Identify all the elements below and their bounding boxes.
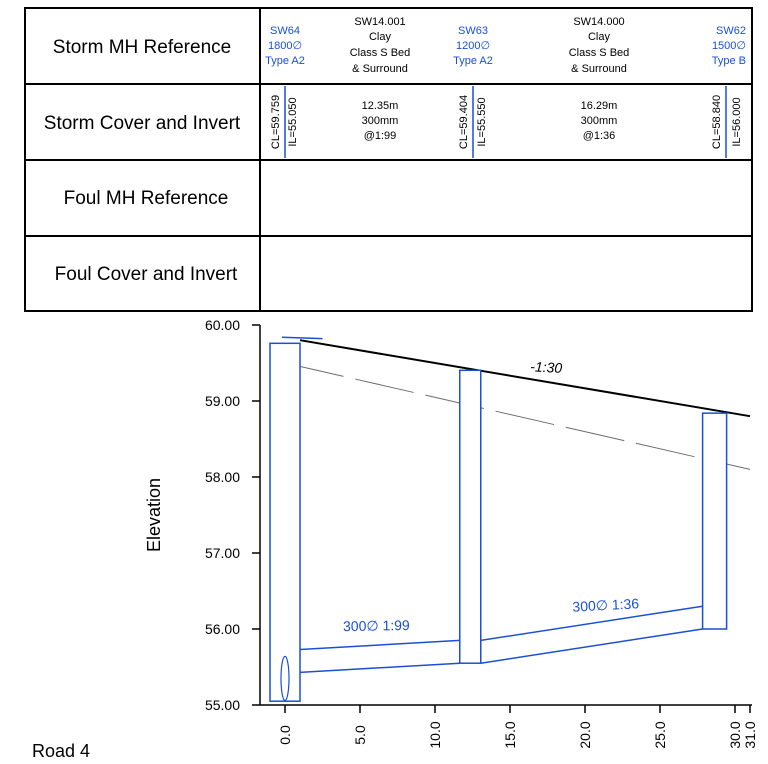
profile-marks [269, 336, 751, 702]
pipe-invert-line [299, 662, 460, 674]
pipe-ref-line: & Surround [571, 63, 627, 75]
row-label-storm-mh: Storm MH Reference [53, 37, 231, 58]
manhole-sw64 [269, 342, 301, 702]
manhole-sw63 [459, 369, 482, 664]
mh-ref-line: 1800∅ [268, 40, 302, 52]
pipe-label-sw14-000: 300∅ 1:36 [572, 595, 640, 614]
row-label-storm-cover: Storm Cover and Invert [44, 113, 241, 134]
y-tick-label: 55.00 [205, 697, 240, 713]
x-tick-label: 30.0 [727, 721, 743, 748]
pipe-detail-line: 300mm [581, 115, 618, 127]
pipe-soffit-line [480, 605, 703, 642]
pipe-ref-sw14-000: SW14.000 Clay Class S Bed & Surround [569, 16, 630, 75]
pipe-ref-line: Clay [369, 31, 392, 43]
pipe-ref-sw14-001: SW14.001 Clay Class S Bed & Surround [350, 16, 411, 75]
mh-ref-line: SW64 [270, 25, 300, 37]
outlet-pipe-icon [280, 655, 290, 702]
pipe-ref-line: Class S Bed [569, 47, 630, 59]
existing-ground-line [284, 362, 751, 470]
mh-ref-sw64: SW64 1800∅ Type A2 [265, 25, 305, 67]
pipe-detail-line: @1:99 [364, 130, 397, 142]
y-tick-label: 58.00 [205, 469, 240, 485]
mh-ref-line: Type B [712, 55, 746, 67]
cover-level-sw63: CL=59.404 [458, 95, 470, 149]
invert-level-sw62: IL=56.000 [731, 97, 743, 146]
invert-level-sw63: IL=55.550 [476, 97, 488, 146]
x-tick-label: 25.0 [652, 721, 668, 748]
x-tick-label: 10.0 [427, 721, 443, 748]
y-tick-label: 59.00 [205, 393, 240, 409]
y-tick-label: 56.00 [205, 621, 240, 637]
cover-link-line [281, 336, 323, 340]
cover-level-sw64: CL=59.759 [270, 95, 282, 149]
pipe-detail-line: 16.29m [581, 100, 618, 112]
pipe-label-sw14-001: 300∅ 1:99 [343, 617, 410, 634]
pipe-soffit-line [299, 639, 460, 651]
invert-level-sw64: IL=55.050 [287, 97, 299, 146]
mh-ref-sw63: SW63 1200∅ Type A2 [453, 25, 493, 67]
x-ticks: 0.0 5.0 10.0 15.0 20.0 25.0 30.0 31.0 [277, 705, 758, 749]
cover-level-sw62: CL=58.840 [711, 95, 723, 149]
pipe-ref-line: Clay [588, 31, 611, 43]
mh-ref-line: Type A2 [265, 55, 305, 67]
y-tick-label: 60.00 [205, 317, 240, 333]
mh-ref-sw62: SW62 1500∅ Type B [712, 25, 746, 67]
pipe-ref-line: & Surround [352, 63, 408, 75]
pipe-ref-line: SW14.000 [573, 16, 624, 28]
y-ticks: 60.00 59.00 58.00 57.00 56.00 55.00 [205, 317, 260, 713]
row-label-foul-mh: Foul MH Reference [64, 188, 229, 209]
x-tick-label: 31.0 [742, 721, 758, 748]
ground-level-line [299, 339, 751, 418]
pipe-details-sw14-001: 12.35m 300mm @1:99 [362, 100, 399, 142]
x-tick-label: 0.0 [277, 725, 293, 745]
manhole-sw62 [701, 412, 728, 630]
pipe-detail-line: @1:36 [583, 130, 616, 142]
x-tick-label: 5.0 [352, 725, 368, 745]
row-label-foul-cover: Foul Cover and Invert [55, 264, 238, 285]
mh-ref-line: 1200∅ [456, 40, 490, 52]
mh-ref-line: 1500∅ [712, 40, 746, 52]
y-tick-label: 57.00 [205, 545, 240, 561]
y-axis-title: Elevation [144, 478, 164, 552]
pipe-invert-line [480, 628, 703, 664]
ground-gradient-label: -1:30 [530, 358, 563, 376]
pipe-details-sw14-000: 16.29m 300mm @1:36 [581, 100, 618, 142]
pipe-ref-line: SW14.001 [354, 16, 405, 28]
header-table: Storm MH Reference Storm Cover and Inver… [24, 7, 753, 312]
pipe-detail-line: 12.35m [362, 100, 399, 112]
mh-ref-line: Type A2 [453, 55, 493, 67]
mh-ref-line: SW62 [716, 25, 746, 37]
road-label: Road 4 [32, 741, 90, 761]
x-tick-label: 15.0 [502, 721, 518, 748]
pipe-detail-line: 300mm [362, 115, 399, 127]
x-tick-label: 20.0 [577, 721, 593, 748]
pipe-ref-line: Class S Bed [350, 47, 411, 59]
mh-ref-line: SW63 [458, 25, 488, 37]
profile-plot: Elevation 60.00 59.00 58.00 57.00 56.00 55.00… [144, 317, 758, 749]
